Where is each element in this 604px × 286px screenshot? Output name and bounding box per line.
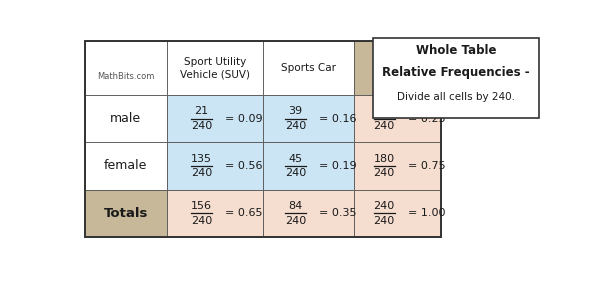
Text: 21: 21 <box>194 106 209 116</box>
Text: 135: 135 <box>191 154 212 164</box>
Text: MathBits.com: MathBits.com <box>97 72 155 81</box>
Text: 60: 60 <box>378 106 391 116</box>
Bar <box>263 95 354 142</box>
Text: 240: 240 <box>191 216 212 226</box>
Bar <box>354 190 441 237</box>
Bar <box>167 95 263 142</box>
Text: = 0.65: = 0.65 <box>225 208 263 218</box>
Text: Sports Car: Sports Car <box>281 63 336 73</box>
Text: = 0.75: = 0.75 <box>408 161 445 171</box>
Text: 156: 156 <box>191 201 212 211</box>
Bar <box>167 41 263 95</box>
Bar <box>85 142 167 190</box>
Bar <box>85 41 441 237</box>
Text: = 1.00: = 1.00 <box>408 208 445 218</box>
Bar <box>85 190 167 237</box>
Text: 240: 240 <box>191 168 212 178</box>
Text: 240: 240 <box>284 168 306 178</box>
Text: 240: 240 <box>374 168 395 178</box>
Text: 240: 240 <box>374 216 395 226</box>
Text: 240: 240 <box>284 121 306 131</box>
Text: Totals: Totals <box>104 207 148 220</box>
Text: = 0.25: = 0.25 <box>408 114 445 124</box>
Text: = 0.35: = 0.35 <box>319 208 356 218</box>
Text: 45: 45 <box>288 154 303 164</box>
Text: Divide all cells by 240.: Divide all cells by 240. <box>397 92 515 102</box>
Bar <box>354 142 441 190</box>
Bar <box>373 38 539 118</box>
Bar <box>263 190 354 237</box>
Bar <box>85 41 167 95</box>
Text: Whole Table: Whole Table <box>416 44 496 57</box>
Text: = 0.09: = 0.09 <box>225 114 263 124</box>
Bar <box>167 142 263 190</box>
Text: = 0.16: = 0.16 <box>319 114 356 124</box>
Bar <box>85 95 167 142</box>
Bar <box>354 41 441 95</box>
Bar <box>354 95 441 142</box>
Bar <box>263 142 354 190</box>
Text: 180: 180 <box>374 154 395 164</box>
Bar <box>263 41 354 95</box>
Text: = 0.19: = 0.19 <box>319 161 356 171</box>
Text: 84: 84 <box>288 201 303 211</box>
Bar <box>167 190 263 237</box>
Text: female: female <box>104 159 147 172</box>
Text: 240: 240 <box>374 201 395 211</box>
Text: Totals: Totals <box>378 61 417 74</box>
Text: Sport Utility
Vehicle (SUV): Sport Utility Vehicle (SUV) <box>180 57 250 79</box>
Text: male: male <box>111 112 141 125</box>
Text: 240: 240 <box>191 121 212 131</box>
Text: = 0.56: = 0.56 <box>225 161 263 171</box>
Text: 240: 240 <box>374 121 395 131</box>
Text: Relative Frequencies -: Relative Frequencies - <box>382 66 530 79</box>
Text: 240: 240 <box>284 216 306 226</box>
Text: 39: 39 <box>288 106 303 116</box>
